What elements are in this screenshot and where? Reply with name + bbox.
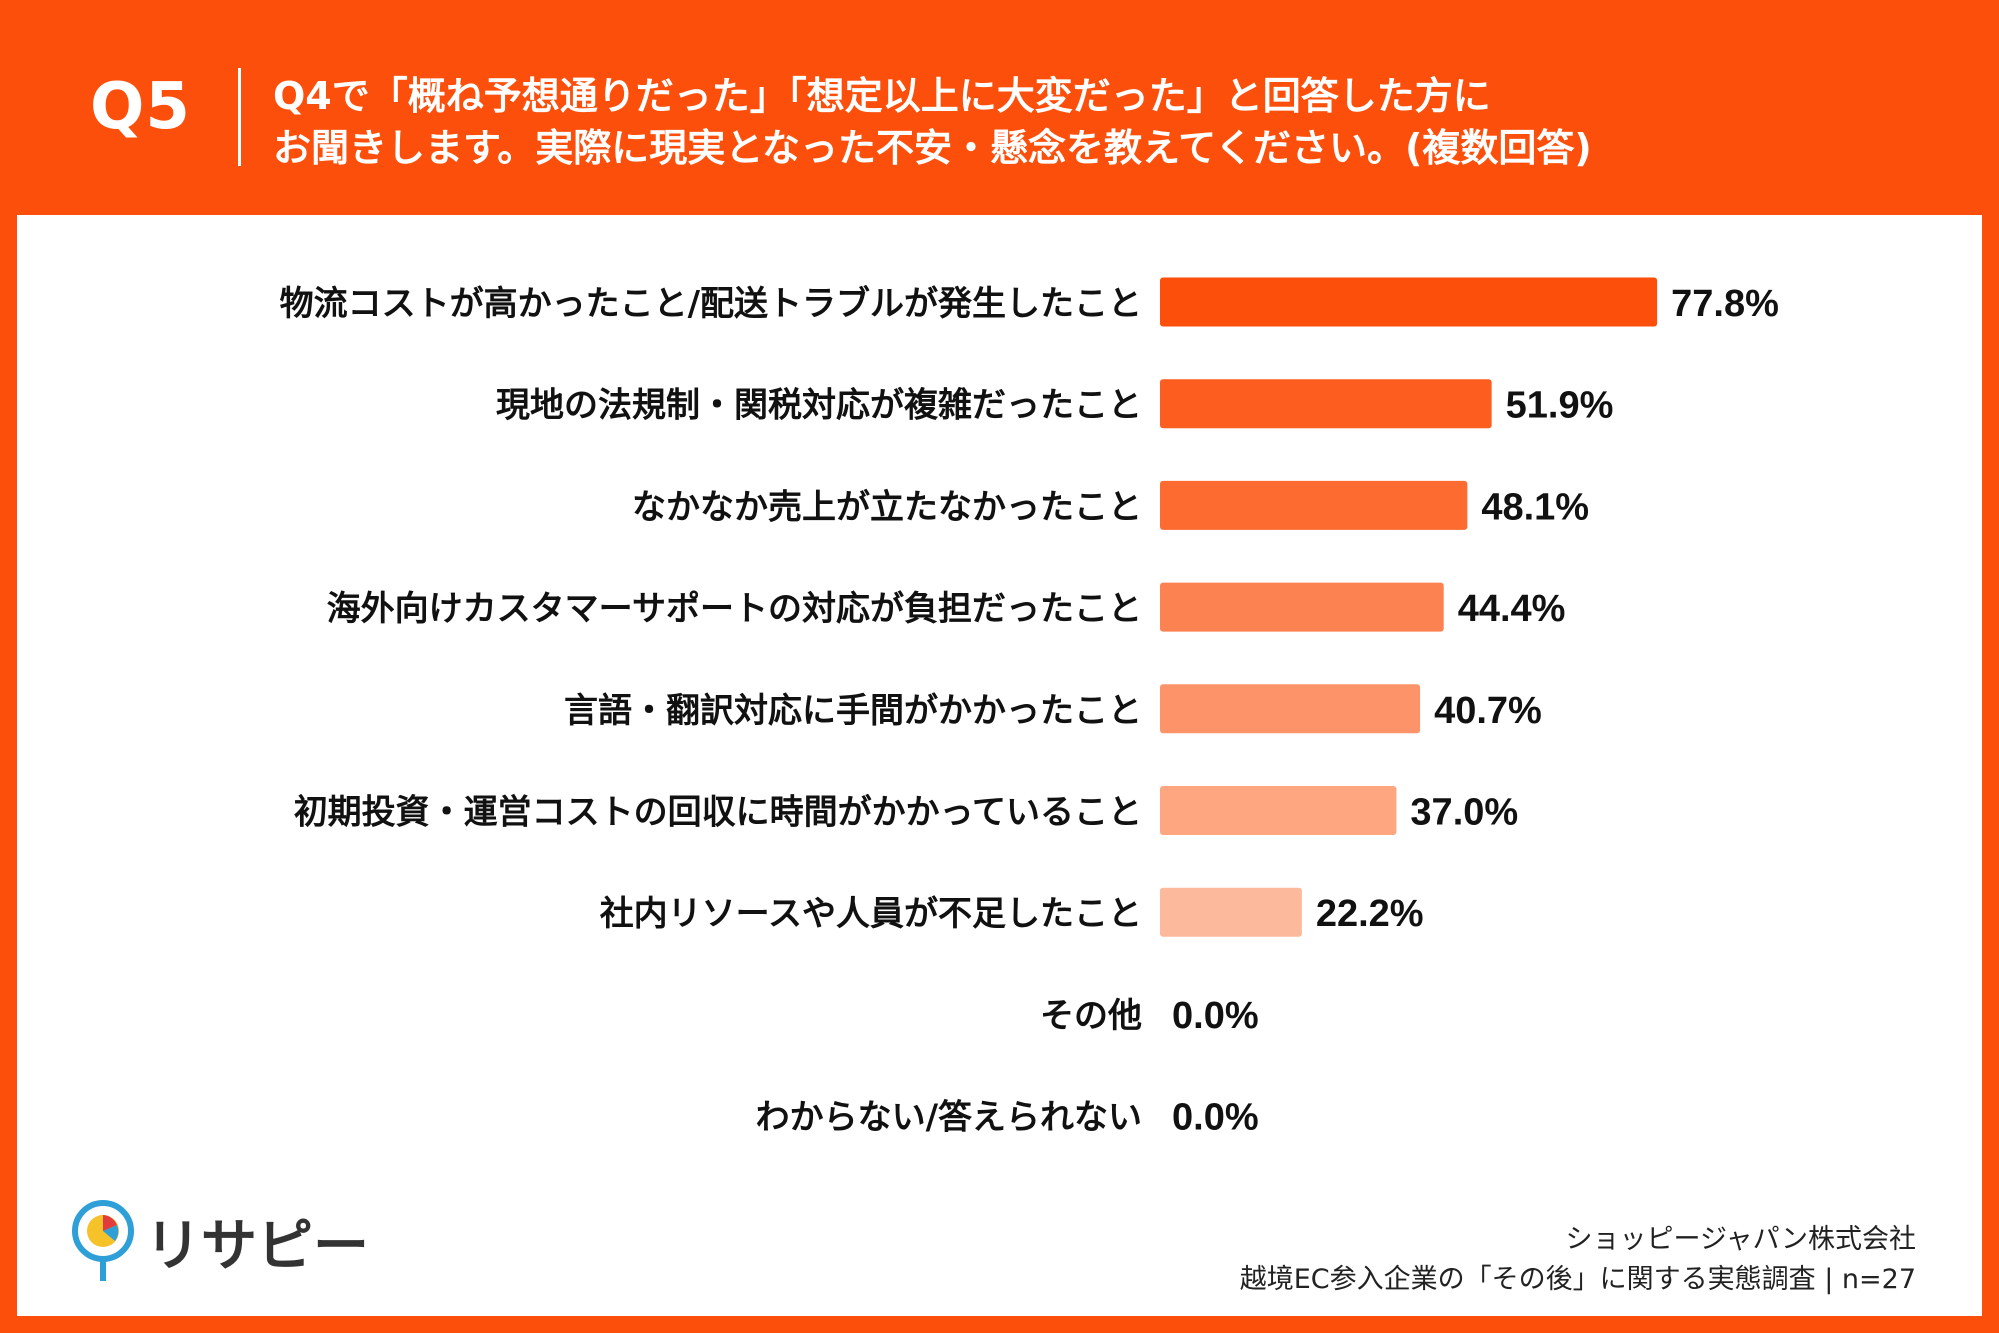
value-label: 37.0% bbox=[1410, 792, 1518, 834]
question-line-1: Q4で「概ね予想通りだった」「想定以上に大変だった」と回答した方に bbox=[273, 74, 1491, 118]
bar bbox=[1160, 684, 1421, 734]
value-label: 44.4% bbox=[1458, 588, 1566, 630]
logo-text: リサピー bbox=[145, 1214, 369, 1279]
value-label: 22.2% bbox=[1316, 893, 1424, 935]
bar bbox=[1160, 480, 1468, 530]
bar-chart: 物流コストが高かったこと/配送トラブルが発生したこと 77.8% 現地の法規制・関税… bbox=[280, 277, 1779, 1139]
category-label: 初期投資・運営コストの回収に時間がかかっていること bbox=[294, 793, 1142, 833]
value-label: 40.7% bbox=[1434, 690, 1542, 732]
question-line-2: お聞きします。実際に現実となった不安・懸念を教えてください。(複数回答) bbox=[273, 126, 1592, 170]
category-label: 社内リソースや人員が不足したこと bbox=[600, 894, 1142, 934]
bar bbox=[1160, 887, 1302, 937]
value-label: 51.9% bbox=[1506, 385, 1614, 427]
question-number: Q5 bbox=[90, 70, 191, 144]
value-label: 48.1% bbox=[1481, 486, 1589, 528]
footer-survey: 越境EC参入企業の「その後」に関する実態調査 | n=27 bbox=[1239, 1264, 1916, 1295]
category-label: 現地の法規制・関税対応が複雑だったこと bbox=[496, 386, 1142, 426]
footer-company: ショッピージャパン株式会社 bbox=[1565, 1224, 1916, 1255]
risapy-logo: リサピー bbox=[65, 1195, 369, 1285]
question-text: Q4で「概ね予想通りだった」「想定以上に大変だった」と回答した方に お聞きします… bbox=[273, 70, 1973, 174]
bar bbox=[1160, 379, 1492, 429]
value-label: 0.0% bbox=[1172, 1097, 1259, 1139]
category-label: わからない/答えられない bbox=[756, 1098, 1142, 1138]
risapy-pin-icon bbox=[72, 1200, 134, 1281]
bar bbox=[1160, 582, 1444, 632]
bar bbox=[1160, 786, 1397, 835]
header-divider bbox=[238, 68, 241, 166]
category-label: その他 bbox=[1040, 996, 1142, 1036]
category-label: なかなか売上が立たなかったこと bbox=[632, 487, 1142, 527]
value-label: 77.8% bbox=[1671, 283, 1779, 325]
header-band: Q5 Q4で「概ね予想通りだった」「想定以上に大変だった」と回答した方に お聞き… bbox=[0, 0, 1999, 215]
category-label: 物流コストが高かったこと/配送トラブルが発生したこと bbox=[280, 284, 1142, 324]
bar bbox=[1160, 277, 1658, 327]
category-label: 海外向けカスタマーサポートの対応が負担だったこと bbox=[327, 589, 1142, 629]
category-label: 言語・翻訳対応に手間がかかったこと bbox=[564, 691, 1142, 731]
chart-panel: 物流コストが高かったこと/配送トラブルが発生したこと 77.8% 現地の法規制・関税… bbox=[17, 215, 1982, 1316]
value-label: 0.0% bbox=[1172, 995, 1259, 1037]
footer: ショッピージャパン株式会社 越境EC参入企業の「その後」に関する実態調査 | n… bbox=[1240, 1220, 1916, 1300]
